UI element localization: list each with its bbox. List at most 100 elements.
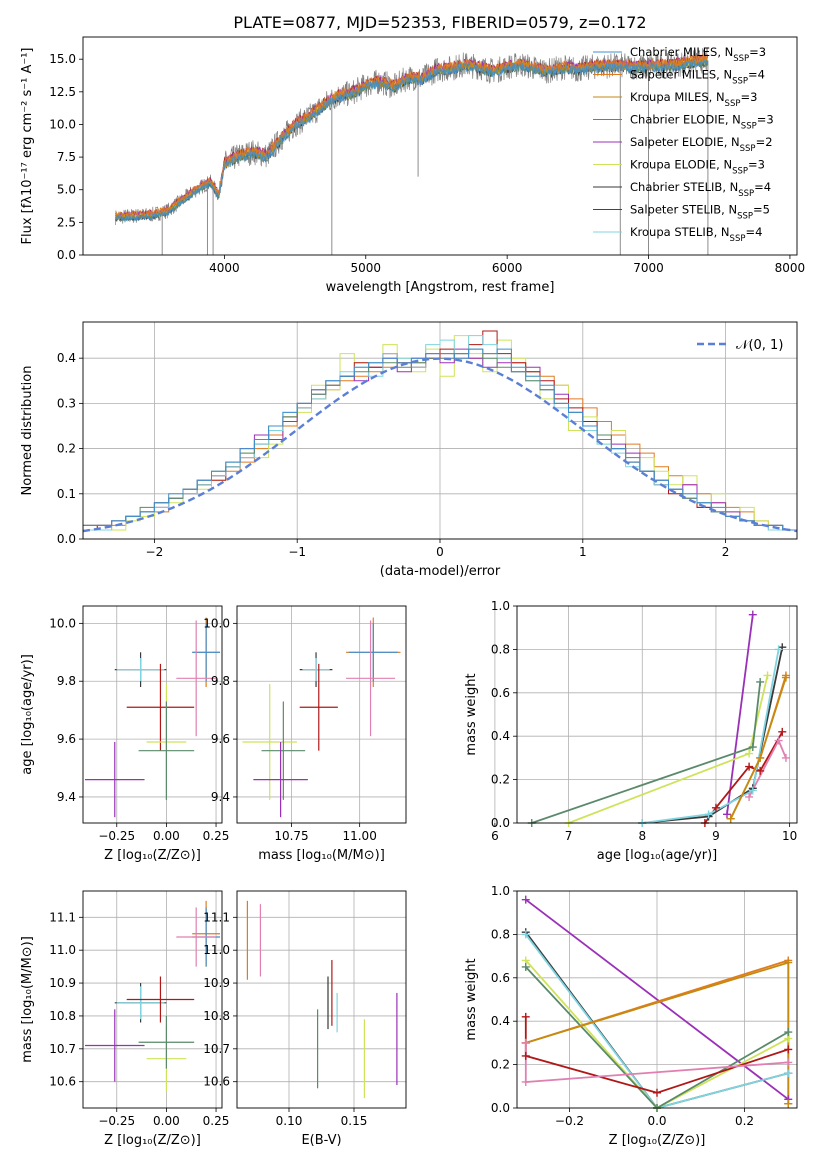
y-tick-label: 10.0 xyxy=(49,117,76,131)
weight-marker xyxy=(521,962,530,971)
y-tick-label: 0.8 xyxy=(491,927,510,941)
legend-entry: Chabrier STELIB, NSSP=4 xyxy=(630,180,771,199)
weight-marker xyxy=(756,677,765,686)
weight-marker xyxy=(723,810,731,819)
weight-line-salpeter_elodie xyxy=(726,614,754,815)
axes-frame xyxy=(82,36,798,256)
legend-entry: Chabrier ELODIE, NSSP=3 xyxy=(630,113,774,132)
y-axis-label: Flux [fλ10⁻¹⁷ erg cm⁻² s⁻¹ A⁻¹] xyxy=(20,48,35,245)
y-tick-label: 0.3 xyxy=(57,396,76,410)
weight-line-chabrier_stelib xyxy=(642,647,784,823)
y-tick-label: 0.0 xyxy=(57,248,76,262)
y-axis-label: mass weight xyxy=(464,673,479,755)
weight-marker xyxy=(781,753,790,762)
residuals-histogram: −2 −1 0 1 2 0.0 0.1 0.2 0.3 0.4 (data-model)/error… xyxy=(20,321,798,579)
y-tick-label: 0.6 xyxy=(491,971,510,985)
weight-line-salpeter_stelib xyxy=(524,1016,789,1094)
x-tick-label: 0.10 xyxy=(276,1114,303,1128)
y-tick-label: 10.8 xyxy=(203,1009,230,1023)
x-axis-label: (data-model)/error xyxy=(380,564,501,579)
legend-entry: Kroupa STELIB, NSSP=4 xyxy=(630,225,762,244)
weight-marker xyxy=(774,645,783,654)
weight-marker xyxy=(745,792,754,801)
x-tick-label: 7000 xyxy=(633,261,664,275)
weight-line-chabrier_elodie xyxy=(531,681,762,823)
y-tick-label: 10.7 xyxy=(203,1042,230,1056)
y-axis-label: age [log₁₀(age/yr)] xyxy=(20,654,35,775)
y-tick-label: 11.0 xyxy=(49,943,76,957)
x-tick-label: 9 xyxy=(712,829,720,843)
y-tick-label: 10.6 xyxy=(49,1075,76,1089)
y-tick-label: 10.7 xyxy=(49,1042,76,1056)
x-tick-label: −2 xyxy=(146,545,164,559)
y-tick-label: 10.6 xyxy=(203,1075,230,1089)
x-axis-label: Z [log₁₀(Z/Z⊙)] xyxy=(104,1133,201,1148)
weight-marker xyxy=(745,762,754,771)
weight-marker xyxy=(521,930,530,939)
plot-area xyxy=(242,617,401,818)
y-axis-label: Normed distribution xyxy=(20,366,35,496)
y-tick-label: 7.5 xyxy=(57,150,76,164)
legend-entry: Chabrier MILES, NSSP=3 xyxy=(630,45,766,64)
x-tick-label: −0.2 xyxy=(555,1114,584,1128)
y-tick-label: 10.9 xyxy=(203,976,230,990)
y-tick-label: 1.0 xyxy=(491,884,510,898)
x-tick-label: 0.25 xyxy=(203,1114,230,1128)
y-tick-label: 0.0 xyxy=(57,532,76,546)
x-tick-label: 6000 xyxy=(492,261,523,275)
x-axis-label: wavelength [Angstrom, rest frame] xyxy=(326,280,555,295)
x-tick-label: 0.2 xyxy=(735,1114,754,1128)
weight-marker xyxy=(653,1088,661,1097)
weight-marker xyxy=(521,1077,530,1086)
legend-entry: Salpeter MILES, NSSP=4 xyxy=(630,68,765,87)
x-tick-label: 10.75 xyxy=(274,829,308,843)
weight-marker xyxy=(784,1099,793,1108)
y-tick-label: 11.1 xyxy=(49,910,76,924)
x-axis-label: Z [log₁₀(Z/Z⊙)] xyxy=(104,848,201,863)
y-tick-label: 0.8 xyxy=(491,642,510,656)
spectrum-plot: 4000 5000 6000 7000 8000 0.0 2.5 5.0 7.5 10.0 12.5… xyxy=(20,36,806,295)
axes-frame xyxy=(236,605,407,824)
weight-marker xyxy=(774,736,783,745)
y-tick-label: 10.0 xyxy=(203,616,230,630)
x-tick-label: 2 xyxy=(722,545,730,559)
legend: Chabrier MILES, NSSP=3 Salpeter MILES, NS… xyxy=(593,45,774,244)
x-axis-label: mass [log₁₀(M/M⊙)] xyxy=(258,848,385,863)
age-vs-mass-plot: 10.75 11.00 9.4 9.6 9.8 10.0 mass [log₁₀(M/M⊙)… xyxy=(203,605,407,863)
spectrum-line-chabrier_miles xyxy=(115,58,708,222)
weight-marker xyxy=(748,610,757,619)
x-tick-label: 0.25 xyxy=(203,829,230,843)
x-tick-label: 6 xyxy=(491,829,499,843)
plot-area xyxy=(531,614,787,823)
x-tick-label: 0.00 xyxy=(153,1114,180,1128)
y-tick-label: 10.0 xyxy=(49,616,76,630)
axes-frame xyxy=(82,890,223,1109)
y-tick-label: 9.8 xyxy=(57,674,76,688)
weight-marker xyxy=(784,1028,793,1037)
y-tick-label: 12.5 xyxy=(49,85,76,99)
weight-vs-age-plot: 6 7 8 9 10 0.0 0.2 0.4 0.6 0.8 1.0 age [log₁₀(age/y… xyxy=(464,599,798,863)
weight-marker xyxy=(704,810,713,819)
weight-marker xyxy=(784,958,793,967)
weight-line-chabrier_elodie xyxy=(525,966,789,1108)
plot-area xyxy=(246,900,398,1099)
weight-marker xyxy=(521,1038,530,1047)
x-tick-label: 0.15 xyxy=(341,1114,368,1128)
legend-entry: Salpeter ELODIE, NSSP=2 xyxy=(630,135,773,154)
x-tick-label: 8000 xyxy=(775,261,806,275)
y-tick-label: 2.5 xyxy=(57,215,76,229)
y-tick-label: 0.0 xyxy=(491,816,510,830)
weight-marker xyxy=(784,1069,793,1078)
axes-frame xyxy=(516,605,798,824)
x-tick-label: 4000 xyxy=(209,261,240,275)
x-tick-label: −0.25 xyxy=(98,829,135,843)
weight-marker xyxy=(756,766,765,775)
x-tick-label: 5000 xyxy=(350,261,381,275)
weight-marker xyxy=(784,1058,793,1067)
y-tick-label: 9.4 xyxy=(211,790,230,804)
x-tick-label: −0.25 xyxy=(98,1114,135,1128)
x-tick-label: 10 xyxy=(782,829,797,843)
histogram-chabrier_miles xyxy=(83,348,797,539)
x-tick-label: 8 xyxy=(638,829,646,843)
y-tick-label: 9.6 xyxy=(211,732,230,746)
